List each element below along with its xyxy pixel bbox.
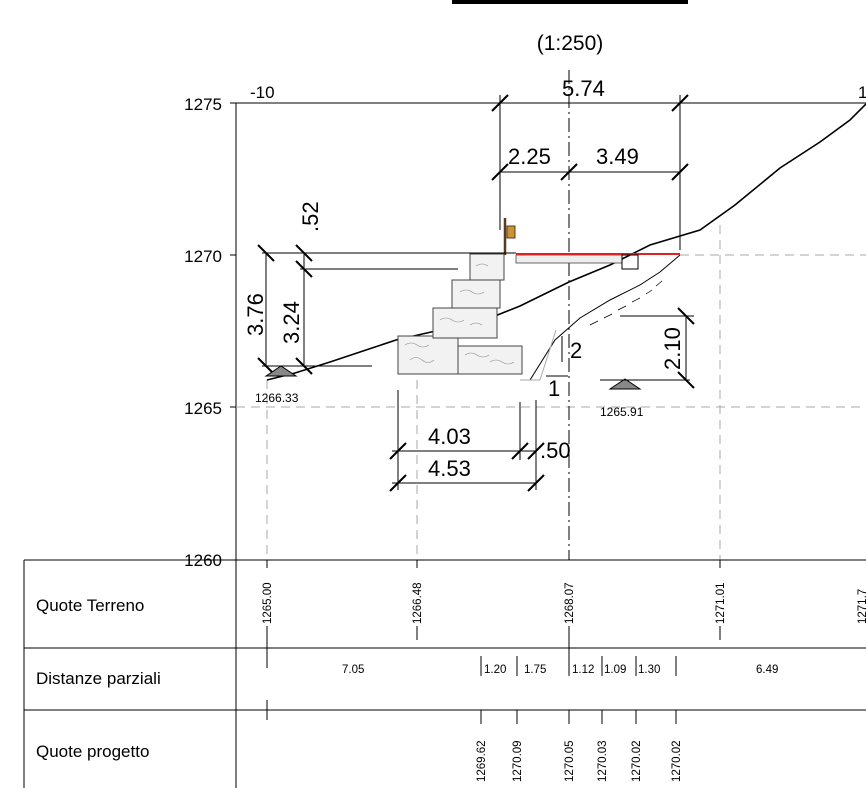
- dim-4.03-label: 4.03: [428, 424, 471, 449]
- row-label-distanze-parziali: Distanze parziali: [36, 669, 161, 688]
- axis-left-label: -10: [250, 83, 275, 102]
- dim-3.49-label: 3.49: [596, 144, 639, 169]
- elevation-label-1265: 1265: [184, 399, 222, 418]
- elevation-label-1275: 1275: [184, 95, 222, 114]
- quote-terreno-5: 1271.7: [857, 589, 866, 624]
- dim-.52-label: .52: [298, 201, 323, 232]
- row-label-quote-progetto: Quote progetto: [36, 742, 149, 761]
- spot-elevation-left-marker: [264, 365, 298, 377]
- distanza-7: 6.49: [756, 664, 778, 676]
- scale-label: (1:250): [537, 32, 604, 55]
- guardrail-element: [506, 225, 516, 239]
- gabion-wall: [397, 253, 523, 375]
- quote-progetto-5: 1270.02: [631, 740, 643, 782]
- dim-3.24-label: 3.24: [279, 301, 304, 344]
- quote-progetto-3: 1270.05: [564, 740, 576, 782]
- title-underline: [452, 0, 688, 4]
- spot-elevation-right-marker: [608, 378, 642, 390]
- quote-terreno-3: 1268.07: [564, 582, 576, 624]
- elevation-label-1270: 1270: [184, 247, 222, 266]
- quote-terreno-2: 1266.48: [412, 582, 424, 624]
- dim-2.10-label: 2.10: [660, 327, 685, 370]
- distanza-6: 1.30: [638, 664, 660, 676]
- spot-elevation-left: 1266.33: [255, 391, 299, 405]
- existing-ground-hatch: [589, 280, 663, 326]
- quote-progetto-1: 1269.62: [476, 740, 488, 782]
- distanza-1: 7.05: [342, 664, 364, 676]
- spot-elevation-right: 1265.91: [600, 405, 644, 419]
- quote-terreno-4: 1271.01: [715, 582, 727, 624]
- quote-progetto-2: 1270.09: [512, 740, 524, 782]
- dim-3.76-label: 3.76: [243, 293, 268, 336]
- distanza-3: 1.75: [524, 664, 546, 676]
- slope-horizontal-label: 1: [548, 376, 560, 401]
- distanza-4: 1.12: [572, 664, 594, 676]
- terrain-profile: [266, 103, 866, 381]
- road-base: [515, 254, 623, 264]
- slope-face: [539, 329, 557, 381]
- distanza-5: 1.09: [604, 664, 626, 676]
- existing-ground-line: [529, 254, 681, 381]
- profile-table: Quote Terreno Distanze parziali Quote pr…: [23, 559, 866, 788]
- row-label-quote-terreno: Quote Terreno: [36, 596, 144, 615]
- distanza-2: 1.20: [484, 664, 506, 676]
- quote-progetto-6: 1270.02: [671, 740, 683, 782]
- quote-progetto-4: 1270.03: [597, 740, 609, 782]
- dim-5.74-label: 5.74: [562, 76, 605, 101]
- quote-terreno-1: 1265.00: [262, 582, 274, 624]
- slope-vertical-label: 2: [570, 338, 582, 363]
- dim-4.53-label: 4.53: [428, 456, 471, 481]
- drain-channel: [621, 254, 639, 270]
- axis-right-label: 1: [858, 83, 866, 102]
- dim-2.25-label: 2.25: [508, 144, 551, 169]
- dim-.50-label: .50: [540, 438, 571, 463]
